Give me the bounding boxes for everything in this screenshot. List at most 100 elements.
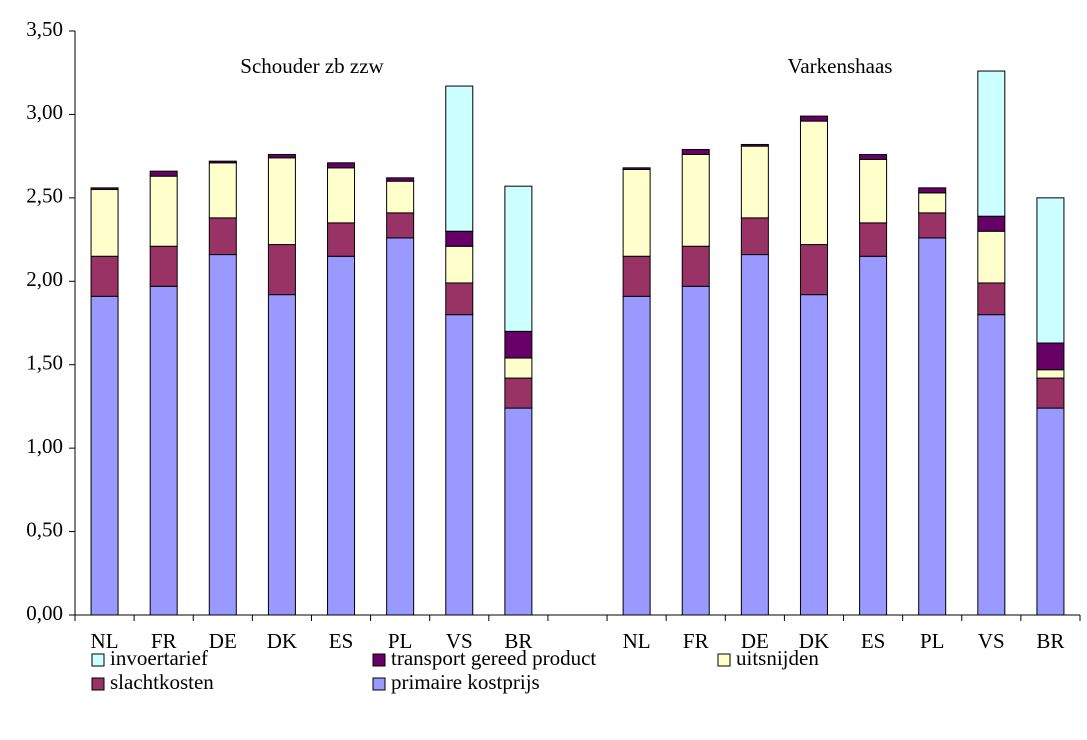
y-tick-label: 2,50 xyxy=(26,184,63,208)
x-tick-label: DK xyxy=(799,629,829,653)
bar-segment xyxy=(977,230,1006,284)
bar-segment xyxy=(622,168,651,257)
y-tick-label: 3,50 xyxy=(26,17,63,41)
bar-segment xyxy=(149,285,178,616)
x-tick-label: BR xyxy=(1036,629,1064,653)
bar-segment xyxy=(267,294,296,616)
group-label: Schouder zb zzw xyxy=(240,54,384,78)
x-tick-label: FR xyxy=(151,629,177,653)
bar-segment xyxy=(504,407,533,616)
x-tick-label: NL xyxy=(91,629,119,653)
bar-segment xyxy=(90,295,119,616)
bar-segment xyxy=(504,185,533,332)
bar-segment xyxy=(977,215,1006,232)
bar-segment xyxy=(386,180,415,214)
bar-segment xyxy=(445,245,474,284)
bar-segment xyxy=(208,254,237,616)
bar-segment xyxy=(267,244,296,296)
bar-segment xyxy=(386,177,415,182)
bar-segment xyxy=(267,153,296,159)
x-tick-label: ES xyxy=(861,629,886,653)
bar-segment xyxy=(681,153,710,247)
legend-swatch xyxy=(91,653,105,667)
x-tick-label: DE xyxy=(741,629,769,653)
bar-segment xyxy=(208,217,237,256)
bar-segment xyxy=(90,187,119,191)
bar-segment xyxy=(327,162,356,169)
y-tick-label: 0,00 xyxy=(26,601,63,625)
bar-segment xyxy=(859,222,888,257)
x-tick-label: PL xyxy=(388,629,413,653)
bar-segment xyxy=(90,189,119,257)
bar-segment xyxy=(149,175,178,247)
bar-segment xyxy=(267,157,296,246)
bar-segment xyxy=(90,255,119,297)
y-tick-label: 2,00 xyxy=(26,267,63,291)
bar-segment xyxy=(327,222,356,257)
legend-swatch xyxy=(91,677,105,691)
bar-segment xyxy=(859,153,888,160)
legend-label: transport gereed product xyxy=(391,646,596,670)
bar-segment xyxy=(149,245,178,287)
bar-segment xyxy=(859,158,888,224)
bar-segment xyxy=(799,294,828,616)
bar-segment xyxy=(622,295,651,616)
bar-segment xyxy=(918,192,947,214)
bar-segment xyxy=(386,237,415,616)
bar-segment xyxy=(918,187,947,194)
bar-segment xyxy=(977,314,1006,616)
y-tick-label: 1,50 xyxy=(26,351,63,375)
bar-segment xyxy=(208,160,237,164)
bar-segment xyxy=(445,85,474,232)
bar-segment xyxy=(740,143,769,147)
bar-segment xyxy=(327,255,356,616)
bar-segment xyxy=(740,217,769,256)
y-tick-label: 1,00 xyxy=(26,434,63,458)
legend-label: primaire kostprijs xyxy=(391,670,540,694)
bar-segment xyxy=(977,70,1006,217)
bar-segment xyxy=(445,282,474,316)
bar-segment xyxy=(859,255,888,616)
x-tick-label: VS xyxy=(446,629,473,653)
bar-segment xyxy=(799,244,828,296)
legend-swatch xyxy=(372,653,386,667)
legend-swatch xyxy=(372,677,386,691)
bar-segment xyxy=(386,212,415,239)
bar-segment xyxy=(504,377,533,409)
legend-swatch xyxy=(717,653,731,667)
legend-label: slachtkosten xyxy=(110,670,214,694)
x-tick-label: DK xyxy=(267,629,297,653)
x-tick-label: FR xyxy=(683,629,709,653)
bar-segment xyxy=(681,148,710,155)
group-label: Varkenshaas xyxy=(788,54,893,78)
bar-segment xyxy=(740,254,769,616)
x-tick-label: VS xyxy=(978,629,1005,653)
bar-segment xyxy=(740,145,769,219)
bar-segment xyxy=(799,120,828,246)
bar-segment xyxy=(208,162,237,219)
bar-segment xyxy=(1036,342,1065,371)
bar-segment xyxy=(622,167,651,170)
bar-segment xyxy=(445,314,474,616)
bar-segment xyxy=(681,245,710,287)
x-tick-label: BR xyxy=(504,629,532,653)
bar-segment xyxy=(918,212,947,239)
bar-segment xyxy=(918,237,947,616)
y-tick-label: 0,50 xyxy=(26,517,63,541)
bar-segment xyxy=(1036,197,1065,344)
bar-segment xyxy=(977,282,1006,316)
bar-segment xyxy=(1036,407,1065,616)
y-tick-label: 3,00 xyxy=(26,100,63,124)
x-tick-label: PL xyxy=(920,629,945,653)
x-tick-label: ES xyxy=(329,629,354,653)
bar-segment xyxy=(622,255,651,297)
x-tick-label: NL xyxy=(623,629,651,653)
legend-label: uitsnijden xyxy=(736,646,819,670)
bar-segment xyxy=(445,230,474,247)
legend-label: invoertarief xyxy=(110,646,208,670)
x-tick-label: DE xyxy=(209,629,237,653)
bar-segment xyxy=(504,357,533,379)
bar-segment xyxy=(327,167,356,224)
bar-segment xyxy=(504,330,533,359)
